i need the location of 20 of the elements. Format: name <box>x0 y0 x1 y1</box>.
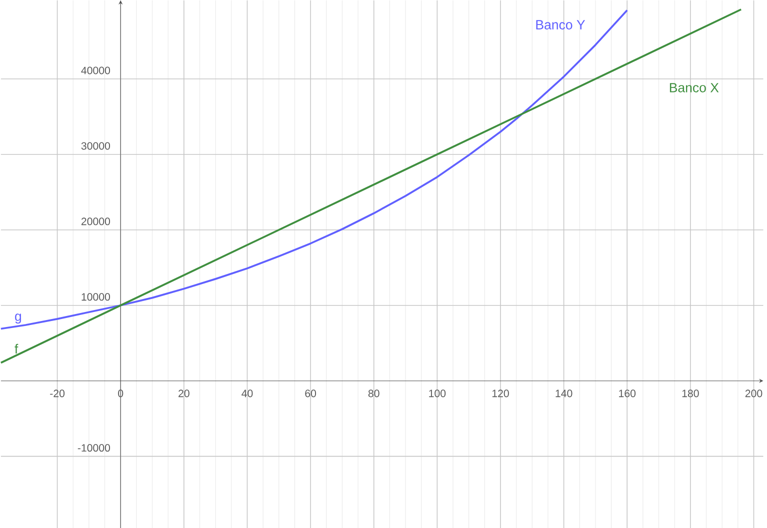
annotation: f <box>14 344 18 354</box>
x-tick-label: 20 <box>178 389 190 397</box>
x-tick-label: 80 <box>368 389 380 397</box>
x-tick-label: -20 <box>50 389 65 397</box>
x-tick-label: 60 <box>305 389 316 397</box>
y-tick-label: -10000 <box>78 444 110 452</box>
annotation: g <box>15 313 22 324</box>
text: Banco X <box>670 82 719 92</box>
series-label: Banco Y <box>536 20 586 30</box>
y-tick-label: 40000 <box>81 66 110 74</box>
y-tick-label: 30000 <box>81 142 110 150</box>
x-tick-label: 120 <box>492 389 509 397</box>
y-tick-label: 20000 <box>81 217 110 225</box>
y-tick-label: 10000 <box>82 292 110 300</box>
x-tick-label: 180 <box>682 389 699 397</box>
x-tick-label: 100 <box>429 389 446 397</box>
x-tick-label: 140 <box>556 389 572 397</box>
x-tick-label: 200 <box>745 389 762 397</box>
x-tick-label: 40 <box>242 389 253 397</box>
x-tick-label: 160 <box>619 389 636 397</box>
